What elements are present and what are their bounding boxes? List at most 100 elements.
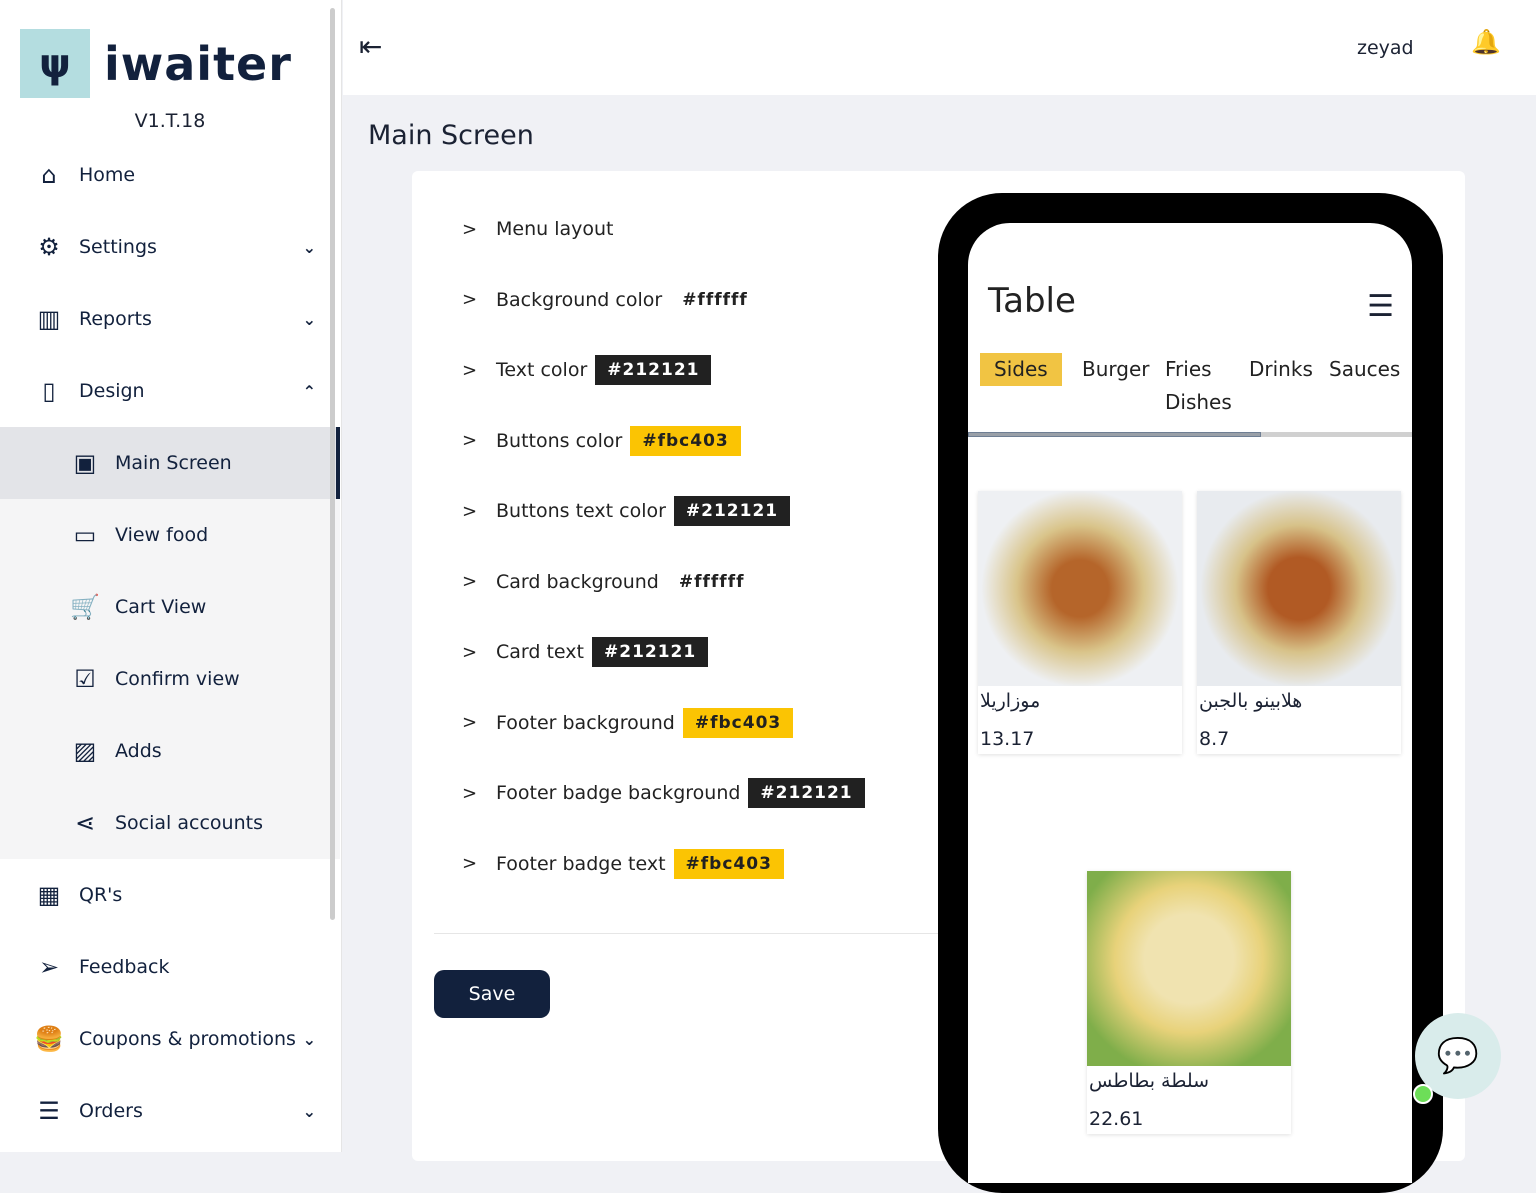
setting-label: Footer badge background xyxy=(496,782,741,804)
food-image xyxy=(978,491,1182,686)
setting-row[interactable]: > Background color #ffffff xyxy=(462,283,760,317)
setting-label: Card background xyxy=(496,570,659,593)
brand-name: iwaiter xyxy=(104,36,292,91)
divider xyxy=(434,933,944,934)
chevron-right-icon: > xyxy=(462,359,478,381)
send-icon: ➢ xyxy=(38,953,60,981)
sidebar-item-view-food[interactable]: ▭ View food xyxy=(0,499,340,571)
setting-row[interactable]: > Footer badge background #212121 xyxy=(462,776,865,810)
chevron-icon[interactable]: ⌄ xyxy=(302,1029,316,1049)
setting-row[interactable]: > Card background #ffffff xyxy=(462,565,757,599)
gear-icon: ⚙ xyxy=(38,233,60,261)
share-icon: ⋖ xyxy=(74,809,96,837)
logo: ψ iwaiter xyxy=(20,29,292,98)
setting-row[interactable]: > Menu layout xyxy=(462,212,614,246)
color-value-badge[interactable]: #fbc403 xyxy=(630,425,741,456)
food-card[interactable]: هلابينو بالجبن 8.7 xyxy=(1197,491,1401,754)
tabs-scroll-thumb[interactable] xyxy=(968,432,1262,437)
setting-row[interactable]: > Text color #212121 xyxy=(462,353,712,387)
chevron-right-icon: > xyxy=(462,289,478,310)
sidebar-item-social-accounts[interactable]: ⋖ Social accounts xyxy=(0,787,340,859)
setting-row[interactable]: > Card text #212121 xyxy=(462,635,709,669)
chevron-right-icon: > xyxy=(462,218,478,240)
phone-preview: Table ☰ Sides Burger Fries Dishes Drinks Sau… xyxy=(938,193,1443,1193)
sidebar-item-label: Design xyxy=(79,380,145,402)
food-image xyxy=(1087,871,1291,1066)
food-image xyxy=(1197,491,1401,686)
setting-label: Buttons color xyxy=(496,429,623,452)
menu-toggle-icon[interactable]: ⇤ xyxy=(359,30,383,63)
setting-row[interactable]: > Footer background #fbc403 xyxy=(462,706,794,740)
color-value-badge[interactable]: #212121 xyxy=(673,496,791,526)
chevron-right-icon: > xyxy=(462,500,478,522)
sidebar-item-cart-view[interactable]: 🛒 Cart View xyxy=(0,571,340,643)
sidebar-item-label: Settings xyxy=(79,236,157,258)
user-name[interactable]: zeyad xyxy=(1357,37,1414,59)
setting-label: Text color xyxy=(496,359,588,381)
sidebar-item-label: Orders xyxy=(79,1100,143,1122)
color-value-badge[interactable]: #212121 xyxy=(592,637,709,667)
sidebar-item-qr-s[interactable]: ▦ QR's xyxy=(0,859,340,931)
chevron-right-icon: > xyxy=(462,712,478,733)
color-value-badge[interactable]: #212121 xyxy=(595,355,712,385)
design-card: > Menu layout > Background color #ffffff > Tex… xyxy=(412,171,1465,1193)
sidebar-item-orders[interactable]: ☰ Orders ⌄ xyxy=(0,1075,340,1147)
chevron-right-icon: > xyxy=(462,853,478,874)
setting-label: Footer badge text xyxy=(496,852,666,875)
bell-icon[interactable]: 🔔 xyxy=(1471,28,1501,56)
category-tab[interactable]: Sauces xyxy=(1329,357,1401,381)
sidebar-scrollbar[interactable] xyxy=(330,8,335,920)
color-value-badge[interactable]: #ffffff xyxy=(678,571,745,592)
sidebar-item-label: Main Screen xyxy=(115,452,232,474)
page-title: Main Screen xyxy=(368,120,534,151)
sidebar-item-adds[interactable]: ▨ Adds xyxy=(0,715,340,787)
food-name: موزاريلا xyxy=(980,690,1041,712)
setting-row[interactable]: > Buttons color #fbc403 xyxy=(462,424,741,458)
tablet-user-icon: ▣ xyxy=(73,449,97,477)
sidebar-item-home[interactable]: ⌂ Home xyxy=(0,139,340,211)
hamburger-icon[interactable]: ☰ xyxy=(1367,289,1394,324)
color-value-badge[interactable]: #212121 xyxy=(748,778,865,808)
sidebar-item-label: Home xyxy=(79,164,136,186)
top-bar: ⇤ zeyad 🔔 xyxy=(343,0,1536,95)
color-value-badge[interactable]: #fbc403 xyxy=(673,848,784,879)
chevron-icon[interactable]: ⌃ xyxy=(302,381,316,401)
setting-row[interactable]: > Footer badge text #fbc403 xyxy=(462,847,784,881)
qr-icon: ▦ xyxy=(37,881,61,909)
category-tab[interactable]: Drinks xyxy=(1249,357,1313,381)
category-tab[interactable]: Burger xyxy=(1082,357,1150,381)
category-tab[interactable]: Fries Dishes xyxy=(1165,357,1232,414)
sidebar-item-confirm-view[interactable]: ☑ Confirm view xyxy=(0,643,340,715)
home-icon: ⌂ xyxy=(41,161,57,189)
sidebar-item-feedback[interactable]: ➢ Feedback xyxy=(0,931,340,1003)
setting-label: Buttons text color xyxy=(496,500,666,522)
sidebar-item-label: Cart View xyxy=(115,596,207,618)
tabs-scrollbar[interactable] xyxy=(968,432,1412,437)
food-card[interactable]: موزاريلا 13.17 xyxy=(978,491,1182,754)
color-value-badge[interactable]: #ffffff xyxy=(682,289,748,310)
food-card[interactable]: سلطة بطاطس 22.61 xyxy=(1087,871,1291,1134)
setting-label: Background color xyxy=(496,288,663,311)
color-value-badge[interactable]: #fbc403 xyxy=(682,707,794,738)
monitor-icon: ▭ xyxy=(73,521,97,549)
sidebar-item-reports[interactable]: ▥ Reports ⌄ xyxy=(0,283,340,355)
sidebar-item-settings[interactable]: ⚙ Settings ⌄ xyxy=(0,211,340,283)
chevron-right-icon: > xyxy=(462,782,478,804)
chat-button[interactable]: 💬 xyxy=(1415,1013,1501,1099)
chevron-icon[interactable]: ⌄ xyxy=(302,309,316,329)
sidebar-item-main-screen[interactable]: ▣ Main Screen xyxy=(0,427,340,499)
setting-row[interactable]: > Buttons text color #212121 xyxy=(462,494,791,528)
sidebar: ψ iwaiter V1.T.18 ⌂ Home ⚙ Settings ⌄ ▥ Report… xyxy=(0,0,342,1152)
phone-screen: Table ☰ Sides Burger Fries Dishes Drinks Sau… xyxy=(968,223,1412,1183)
sidebar-item-design[interactable]: ▯ Design ⌃ xyxy=(0,355,340,427)
sidebar-item-label: Confirm view xyxy=(115,668,240,690)
phone-icon: ▯ xyxy=(42,377,56,405)
save-button[interactable]: Save xyxy=(434,970,550,1018)
images-icon: ▨ xyxy=(73,737,97,765)
sidebar-item-coupons-promotions[interactable]: 🍔 Coupons & promotions ⌄ xyxy=(0,1003,340,1075)
chevron-icon[interactable]: ⌄ xyxy=(302,237,316,257)
sidebar-item-label: Adds xyxy=(115,740,162,762)
category-tab[interactable]: Sides xyxy=(980,353,1062,386)
sidebar-item-label: Reports xyxy=(79,308,152,330)
chevron-icon[interactable]: ⌄ xyxy=(302,1101,316,1121)
